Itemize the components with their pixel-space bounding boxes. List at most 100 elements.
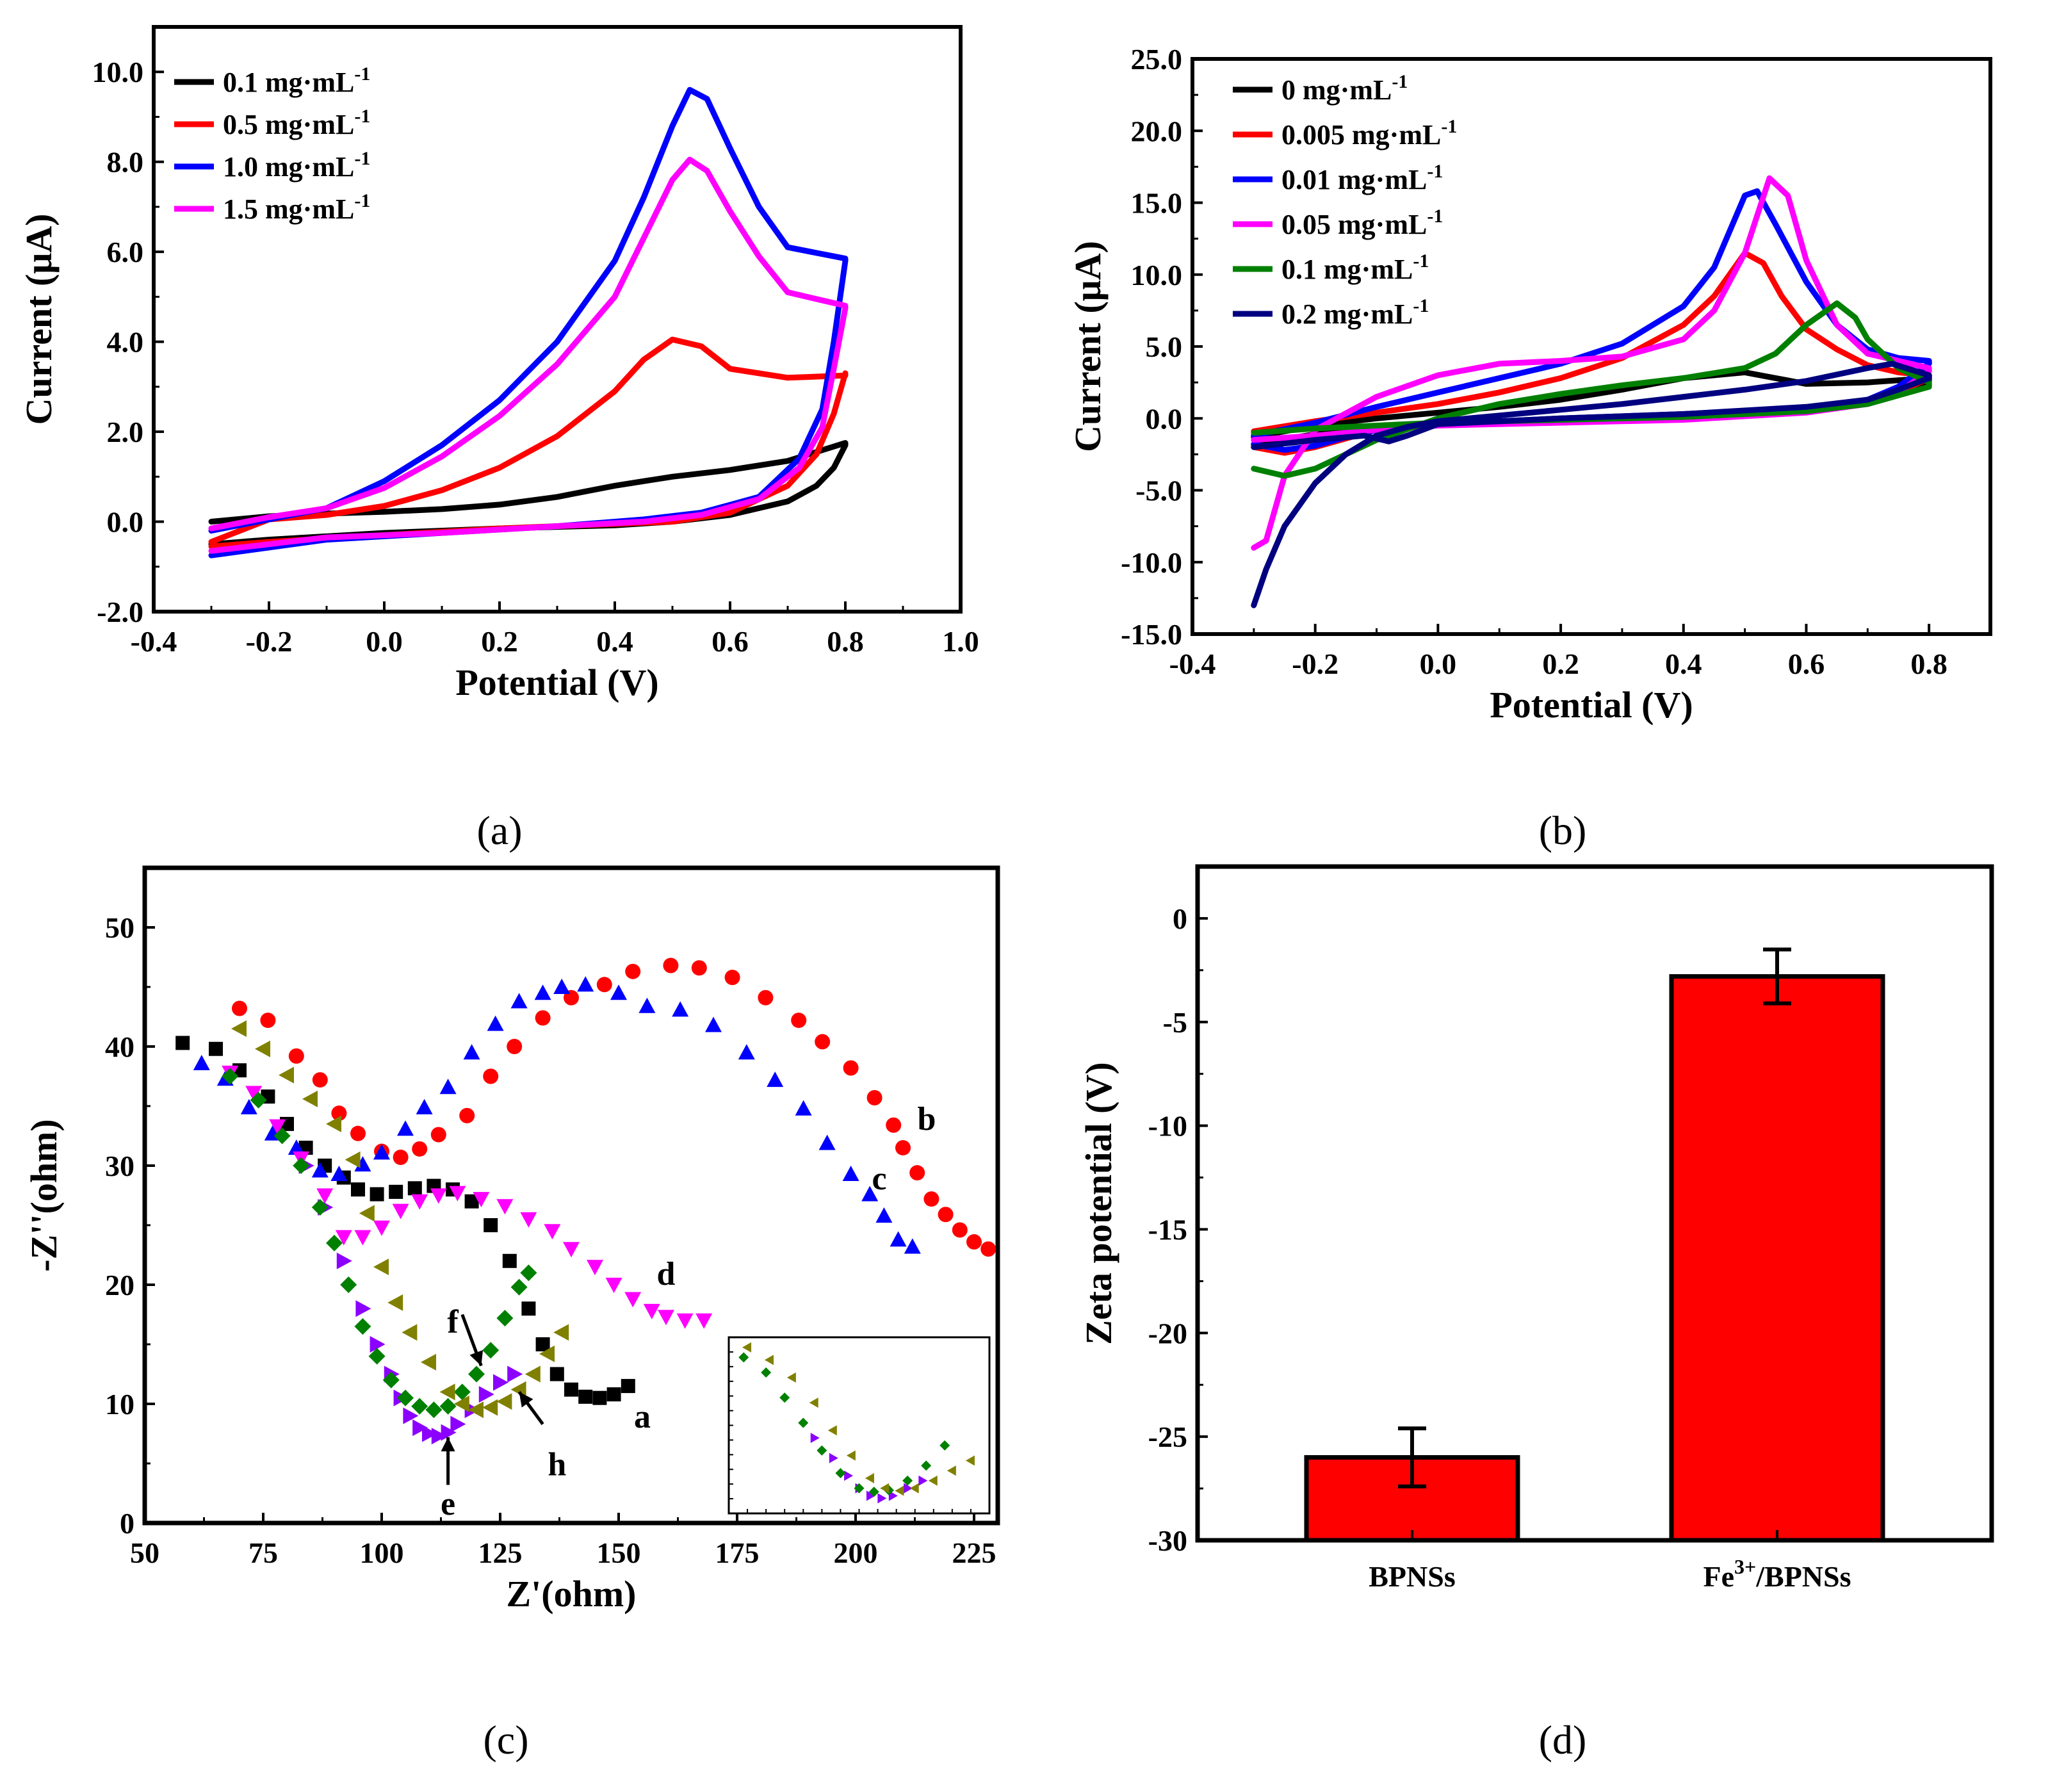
y-tick-label: 20.0 bbox=[1131, 115, 1183, 147]
y-tick-label: -2.0 bbox=[97, 596, 143, 628]
data-point bbox=[231, 1020, 247, 1038]
x-tick-label: 125 bbox=[478, 1536, 523, 1569]
y-tick-label: -15.0 bbox=[1121, 618, 1182, 651]
y-tick-label: 25.0 bbox=[1131, 43, 1183, 76]
x-tick-label: 0.8 bbox=[827, 625, 864, 658]
inset-data-point bbox=[844, 1470, 854, 1481]
inset-data-point bbox=[895, 1485, 904, 1496]
y-tick-label: 10.0 bbox=[92, 56, 144, 88]
data-point bbox=[350, 1125, 366, 1141]
inset-data-point bbox=[738, 1352, 749, 1363]
data-point bbox=[539, 1345, 555, 1362]
inset-data-point bbox=[880, 1483, 890, 1494]
data-point bbox=[923, 1191, 939, 1207]
data-point bbox=[368, 1348, 386, 1365]
data-point bbox=[861, 1185, 879, 1201]
data-point bbox=[938, 1207, 954, 1223]
legend-label-superscript: -1 bbox=[1392, 71, 1408, 92]
x-tick-label: 0.6 bbox=[711, 625, 749, 658]
inset-data-point bbox=[904, 1483, 913, 1494]
plot-frame bbox=[1195, 864, 1994, 1543]
plot-frame bbox=[142, 865, 1000, 1526]
data-point bbox=[909, 1165, 925, 1181]
data-point bbox=[193, 1055, 210, 1071]
series-h bbox=[231, 1020, 569, 1419]
x-tick-label: 200 bbox=[834, 1536, 878, 1569]
legend-label-text: 0.5 mg·mL bbox=[223, 109, 354, 140]
category-label-1: BPNSs bbox=[1369, 1560, 1455, 1593]
data-point bbox=[606, 1387, 621, 1402]
data-point bbox=[326, 1234, 343, 1251]
y-tick-label: 5.0 bbox=[1146, 330, 1183, 363]
legend-label: 1.0 mg·mL-1 bbox=[223, 148, 370, 183]
data-point bbox=[520, 1212, 537, 1228]
data-point bbox=[411, 1194, 428, 1210]
data-point bbox=[553, 979, 571, 994]
data-point bbox=[273, 1127, 291, 1144]
data-point bbox=[535, 1010, 551, 1026]
y-tick-label: -20 bbox=[1148, 1317, 1187, 1349]
legend-label-superscript: -1 bbox=[1413, 250, 1429, 272]
panel-label-d: (d) bbox=[1539, 1717, 1587, 1763]
x-tick-label: 0.2 bbox=[481, 625, 518, 658]
series-line-5 bbox=[1251, 361, 1932, 608]
data-point bbox=[758, 990, 774, 1006]
legend-label: 0.1 mg·mL-1 bbox=[1281, 250, 1429, 285]
data-point bbox=[464, 1194, 479, 1209]
x-tick-label: -0.2 bbox=[1292, 648, 1338, 680]
legend-label-superscript: -1 bbox=[1413, 295, 1429, 316]
legend-label-text: 0.005 mg·mL bbox=[1281, 119, 1441, 151]
data-point bbox=[373, 1258, 389, 1276]
data-point bbox=[450, 1415, 466, 1433]
x-tick-label: -0.2 bbox=[246, 625, 293, 658]
y-tick-label: 4.0 bbox=[107, 326, 144, 359]
data-point bbox=[397, 1120, 414, 1136]
data-point bbox=[407, 1181, 422, 1196]
arrow-head bbox=[469, 1350, 484, 1366]
x-tick-label: -0.4 bbox=[131, 625, 177, 658]
data-point bbox=[421, 1353, 436, 1371]
data-point bbox=[245, 1086, 263, 1102]
legend-label-superscript: -1 bbox=[354, 148, 370, 169]
legend-label-text: 0 mg·mL bbox=[1281, 74, 1392, 106]
y-tick-label: 0.0 bbox=[1146, 402, 1183, 435]
data-point bbox=[520, 1264, 537, 1282]
data-point bbox=[441, 1424, 457, 1441]
legend-label-text: 0.1 mg·mL bbox=[1281, 254, 1413, 285]
data-point bbox=[382, 1371, 400, 1389]
data-point bbox=[412, 1419, 428, 1437]
data-point bbox=[453, 1383, 471, 1401]
series-line-3 bbox=[208, 156, 849, 554]
y-axis-title: -Z''(ohm) bbox=[23, 1119, 65, 1271]
data-point bbox=[439, 1397, 457, 1415]
y-tick-label: -10.0 bbox=[1121, 546, 1182, 579]
legend-label-text: 0.01 mg·mL bbox=[1281, 164, 1427, 195]
data-point bbox=[544, 1224, 561, 1240]
curve-label-h: h bbox=[548, 1447, 566, 1483]
y-tick-label: 10 bbox=[105, 1388, 134, 1421]
inset-data-point bbox=[928, 1475, 938, 1486]
legend-label-superscript: -1 bbox=[354, 190, 370, 211]
y-tick-label: 40 bbox=[105, 1030, 134, 1063]
data-point bbox=[795, 1100, 812, 1116]
data-point bbox=[510, 1278, 528, 1296]
data-point bbox=[439, 1079, 457, 1095]
x-tick-label: 0.0 bbox=[366, 625, 403, 658]
data-point bbox=[507, 1039, 523, 1054]
y-tick-label: 0 bbox=[1173, 902, 1187, 935]
inset-data-point bbox=[810, 1433, 820, 1444]
arrow-head bbox=[519, 1392, 533, 1408]
data-point bbox=[484, 1218, 498, 1232]
category-label-text: /BPNSs bbox=[1755, 1560, 1851, 1593]
data-point bbox=[411, 1397, 428, 1415]
x-tick-label: 150 bbox=[597, 1536, 641, 1569]
data-point bbox=[468, 1401, 484, 1419]
data-point bbox=[335, 1230, 352, 1246]
data-point bbox=[370, 1336, 386, 1353]
data-point bbox=[815, 1034, 831, 1050]
y-tick-label: -15 bbox=[1148, 1213, 1187, 1246]
x-tick-label: 0.4 bbox=[596, 625, 633, 658]
data-point bbox=[359, 1205, 375, 1222]
y-tick-label: 8.0 bbox=[107, 146, 144, 179]
data-point bbox=[250, 1091, 267, 1109]
